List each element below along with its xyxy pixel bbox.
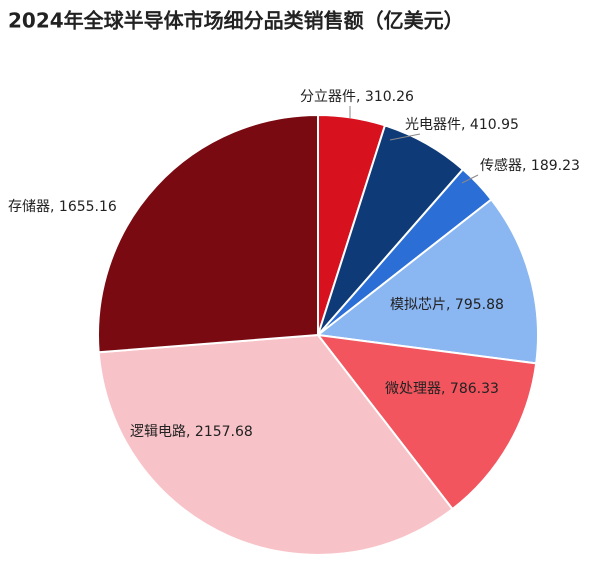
data-label: 模拟芯片, 795.88: [390, 297, 504, 313]
pie-slice: [315, 198, 539, 365]
label-value: 410.95: [470, 117, 519, 133]
label-value: 2157.68: [195, 424, 253, 440]
data-label: 光电器件, 410.95: [405, 117, 519, 133]
pie-slice: [315, 333, 538, 511]
label-value: 189.23: [531, 158, 580, 174]
chart-title: 2024年全球半导体市场细分品类销售额（亿美元）: [8, 9, 464, 33]
data-label: 微处理器, 786.33: [385, 381, 499, 397]
label-value: 310.26: [365, 89, 414, 105]
label-category: 逻辑电路: [130, 424, 186, 440]
data-label: 传感器, 189.23: [480, 157, 580, 174]
data-label: 存储器, 1655.16: [8, 199, 117, 215]
pie-slice: [97, 333, 454, 556]
label-category: 存储器: [8, 199, 50, 215]
label-value: 795.88: [455, 297, 504, 313]
label-category: 模拟芯片: [390, 297, 446, 313]
label-category: 分立器件: [300, 89, 356, 105]
leader-line: [389, 133, 421, 141]
label-category: 传感器: [480, 157, 522, 174]
pie-slice: [97, 113, 319, 354]
label-category: 微处理器: [385, 381, 441, 397]
label-value: 786.33: [450, 381, 499, 397]
data-label: 逻辑电路, 2157.68: [130, 424, 253, 440]
data-label: 分立器件, 310.26: [300, 89, 414, 105]
label-value: 1655.16: [59, 199, 117, 215]
label-category: 光电器件: [405, 117, 461, 133]
leader-line: [461, 174, 479, 184]
